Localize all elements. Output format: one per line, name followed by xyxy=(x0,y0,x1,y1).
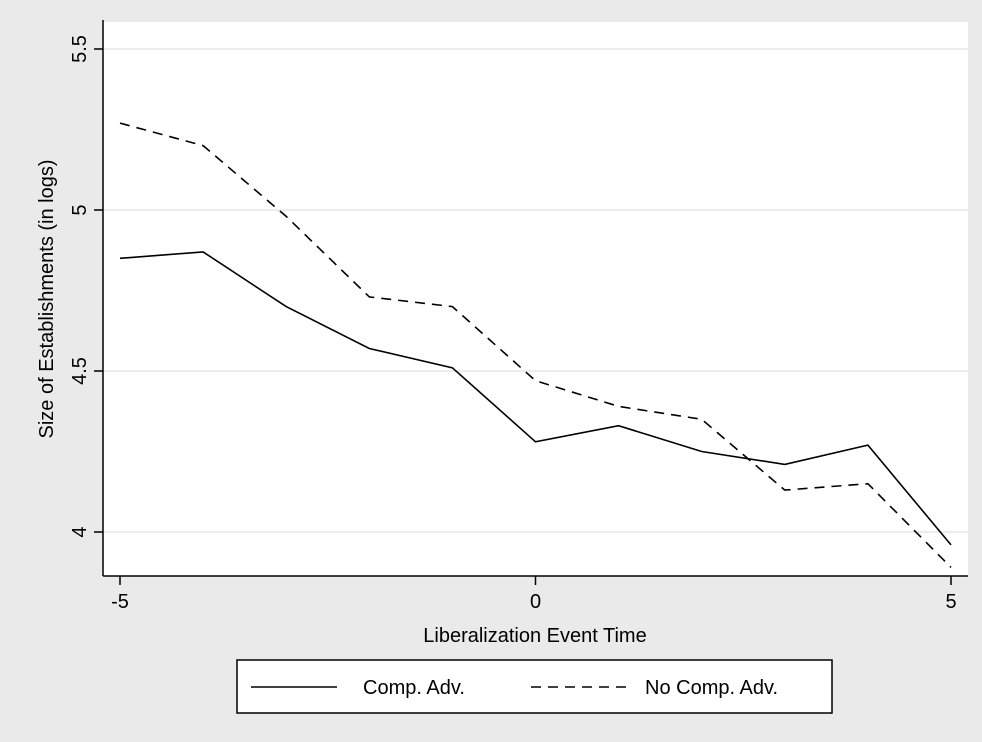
y-tick-label-2: 5 xyxy=(69,204,91,215)
y-tick-label-0: 4 xyxy=(69,526,91,537)
legend-label-no-comp-adv: No Comp. Adv. xyxy=(645,677,778,699)
axes: 4 4.5 5 5.5 -5 0 5 xyxy=(69,20,968,613)
series-lines xyxy=(119,122,952,568)
y-tick-label-1: 4.5 xyxy=(69,357,91,385)
x-tick-label-1: 0 xyxy=(530,591,541,613)
x-tick-label-0: -5 xyxy=(111,591,129,613)
plot-area xyxy=(103,22,968,576)
x-tick-label-2: 5 xyxy=(945,591,956,613)
legend: Comp. Adv. No Comp. Adv. xyxy=(236,659,833,714)
y-tick-label-3: 5.5 xyxy=(69,35,91,63)
y-axis-title: Size of Establishments (in logs) xyxy=(36,159,58,438)
x-axis-title: Liberalization Event Time xyxy=(423,625,646,647)
legend-label-comp-adv: Comp. Adv. xyxy=(363,677,465,699)
series-line-no-comp-adv xyxy=(119,122,952,568)
gridlines xyxy=(103,48,968,533)
series-line-comp-adv xyxy=(119,251,952,546)
